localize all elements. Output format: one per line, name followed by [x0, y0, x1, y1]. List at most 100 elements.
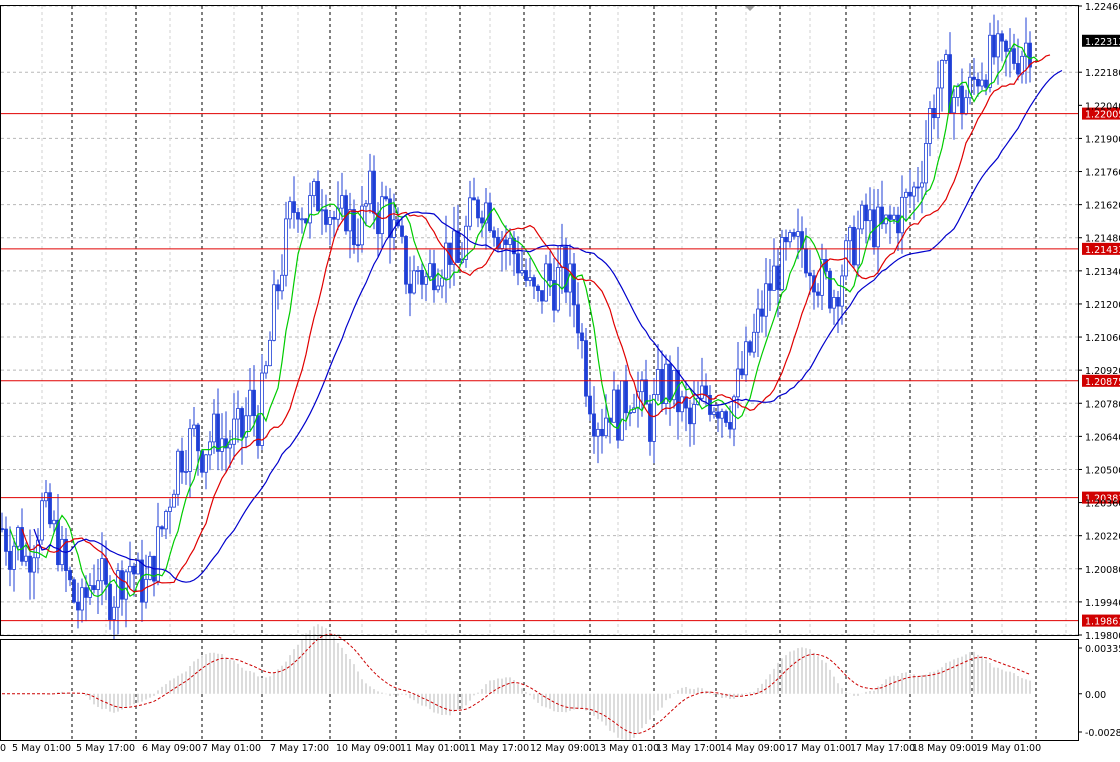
candle-body — [340, 195, 344, 209]
candle-body — [192, 424, 196, 430]
candle-body — [260, 372, 264, 446]
candle-body — [240, 408, 244, 438]
candle-body — [292, 201, 296, 213]
candle-body — [892, 214, 896, 220]
candle-body — [720, 411, 724, 419]
time-label: 5 May 17:00 — [76, 743, 135, 754]
candle-body — [144, 578, 148, 603]
price-tick-label: 1.19800 — [1085, 631, 1120, 642]
moving-average-5 — [9, 42, 1039, 598]
candle-body — [540, 290, 544, 302]
candle-body — [100, 558, 104, 582]
price-tick-label: 1.20220 — [1085, 532, 1120, 543]
time-label: 7 May 01:00 — [202, 743, 261, 754]
candle-body — [164, 511, 168, 530]
candle-body — [604, 417, 608, 437]
candle-body — [524, 270, 528, 281]
level-label-bg — [1082, 242, 1120, 255]
price-tick-label: 1.22180 — [1085, 68, 1120, 79]
candle-body — [596, 428, 600, 437]
candle-body — [364, 203, 368, 207]
price-tick-label: 1.21340 — [1085, 267, 1120, 278]
candle-body — [108, 583, 112, 620]
candle-body — [332, 217, 336, 220]
candle-body — [520, 270, 524, 274]
candle-body — [384, 196, 388, 200]
candle-body — [480, 217, 484, 224]
candle-body — [120, 570, 124, 600]
candle-body — [4, 528, 8, 552]
candle-body — [860, 204, 864, 230]
candle-body — [352, 209, 356, 246]
candle-body — [948, 54, 952, 114]
candle-body — [476, 199, 480, 219]
candle-body — [888, 214, 892, 220]
candle-body — [956, 85, 960, 98]
time-label: 7 May 17:00 — [270, 743, 329, 754]
candle-body — [452, 230, 456, 265]
candle-body — [940, 59, 944, 89]
candle-body — [508, 237, 512, 245]
candle-body — [472, 197, 476, 201]
time-label: 12 May 09:00 — [530, 743, 595, 754]
candle-body — [228, 443, 232, 449]
candle-body — [588, 395, 592, 415]
candle-body — [852, 226, 856, 266]
candle-body — [404, 236, 408, 285]
candle-body — [984, 79, 988, 88]
candle-body — [348, 209, 352, 232]
candle-body — [812, 275, 816, 293]
candle-body — [752, 331, 756, 353]
osc-tick-label: 0.00 — [1085, 690, 1106, 701]
candle-body — [584, 340, 588, 397]
time-label: 10 May 09:00 — [336, 743, 401, 754]
candle-body — [856, 228, 860, 266]
candle-body — [8, 550, 12, 570]
candle-body — [80, 587, 84, 611]
candle-body — [1000, 33, 1004, 42]
candle-body — [772, 265, 776, 291]
candle-body — [676, 369, 680, 413]
scroll-marker-icon — [745, 6, 755, 11]
candle-body — [828, 270, 832, 309]
candle-body — [24, 555, 28, 562]
candle-body — [552, 280, 556, 311]
candle-body — [616, 389, 620, 441]
candle-body — [388, 198, 392, 238]
main-grid — [1, 5, 1078, 740]
candle-body — [12, 545, 16, 570]
candle-body — [256, 415, 260, 446]
candle-body — [816, 291, 820, 296]
candle-body — [492, 230, 496, 238]
candle-body — [808, 272, 812, 277]
candle-body — [328, 217, 332, 225]
candle-body — [700, 385, 704, 399]
time-label: 11 May 01:00 — [400, 743, 465, 754]
candle-body — [716, 411, 720, 419]
candle-body — [1028, 42, 1032, 68]
candle-body — [864, 204, 868, 222]
candle-body — [572, 263, 576, 306]
candle-body — [72, 579, 76, 603]
candle-body — [172, 493, 176, 508]
candle-body — [896, 214, 900, 234]
candle-body — [272, 284, 276, 341]
osc-tick-label: -0.00280 — [1085, 728, 1120, 739]
candle-body — [196, 424, 200, 452]
candle-body — [52, 519, 56, 525]
candle-body — [92, 585, 96, 590]
candle-body — [688, 407, 692, 425]
candle-body — [16, 527, 20, 547]
candle-body — [592, 413, 596, 437]
candle-body — [660, 369, 664, 404]
level-label-bg — [1082, 374, 1120, 387]
candle-body — [924, 143, 928, 184]
candle-body — [836, 297, 840, 307]
candle-body — [136, 559, 140, 575]
osc-tick-label: 0.00335 — [1085, 644, 1120, 655]
price-tick-label: 1.21200 — [1085, 300, 1120, 311]
